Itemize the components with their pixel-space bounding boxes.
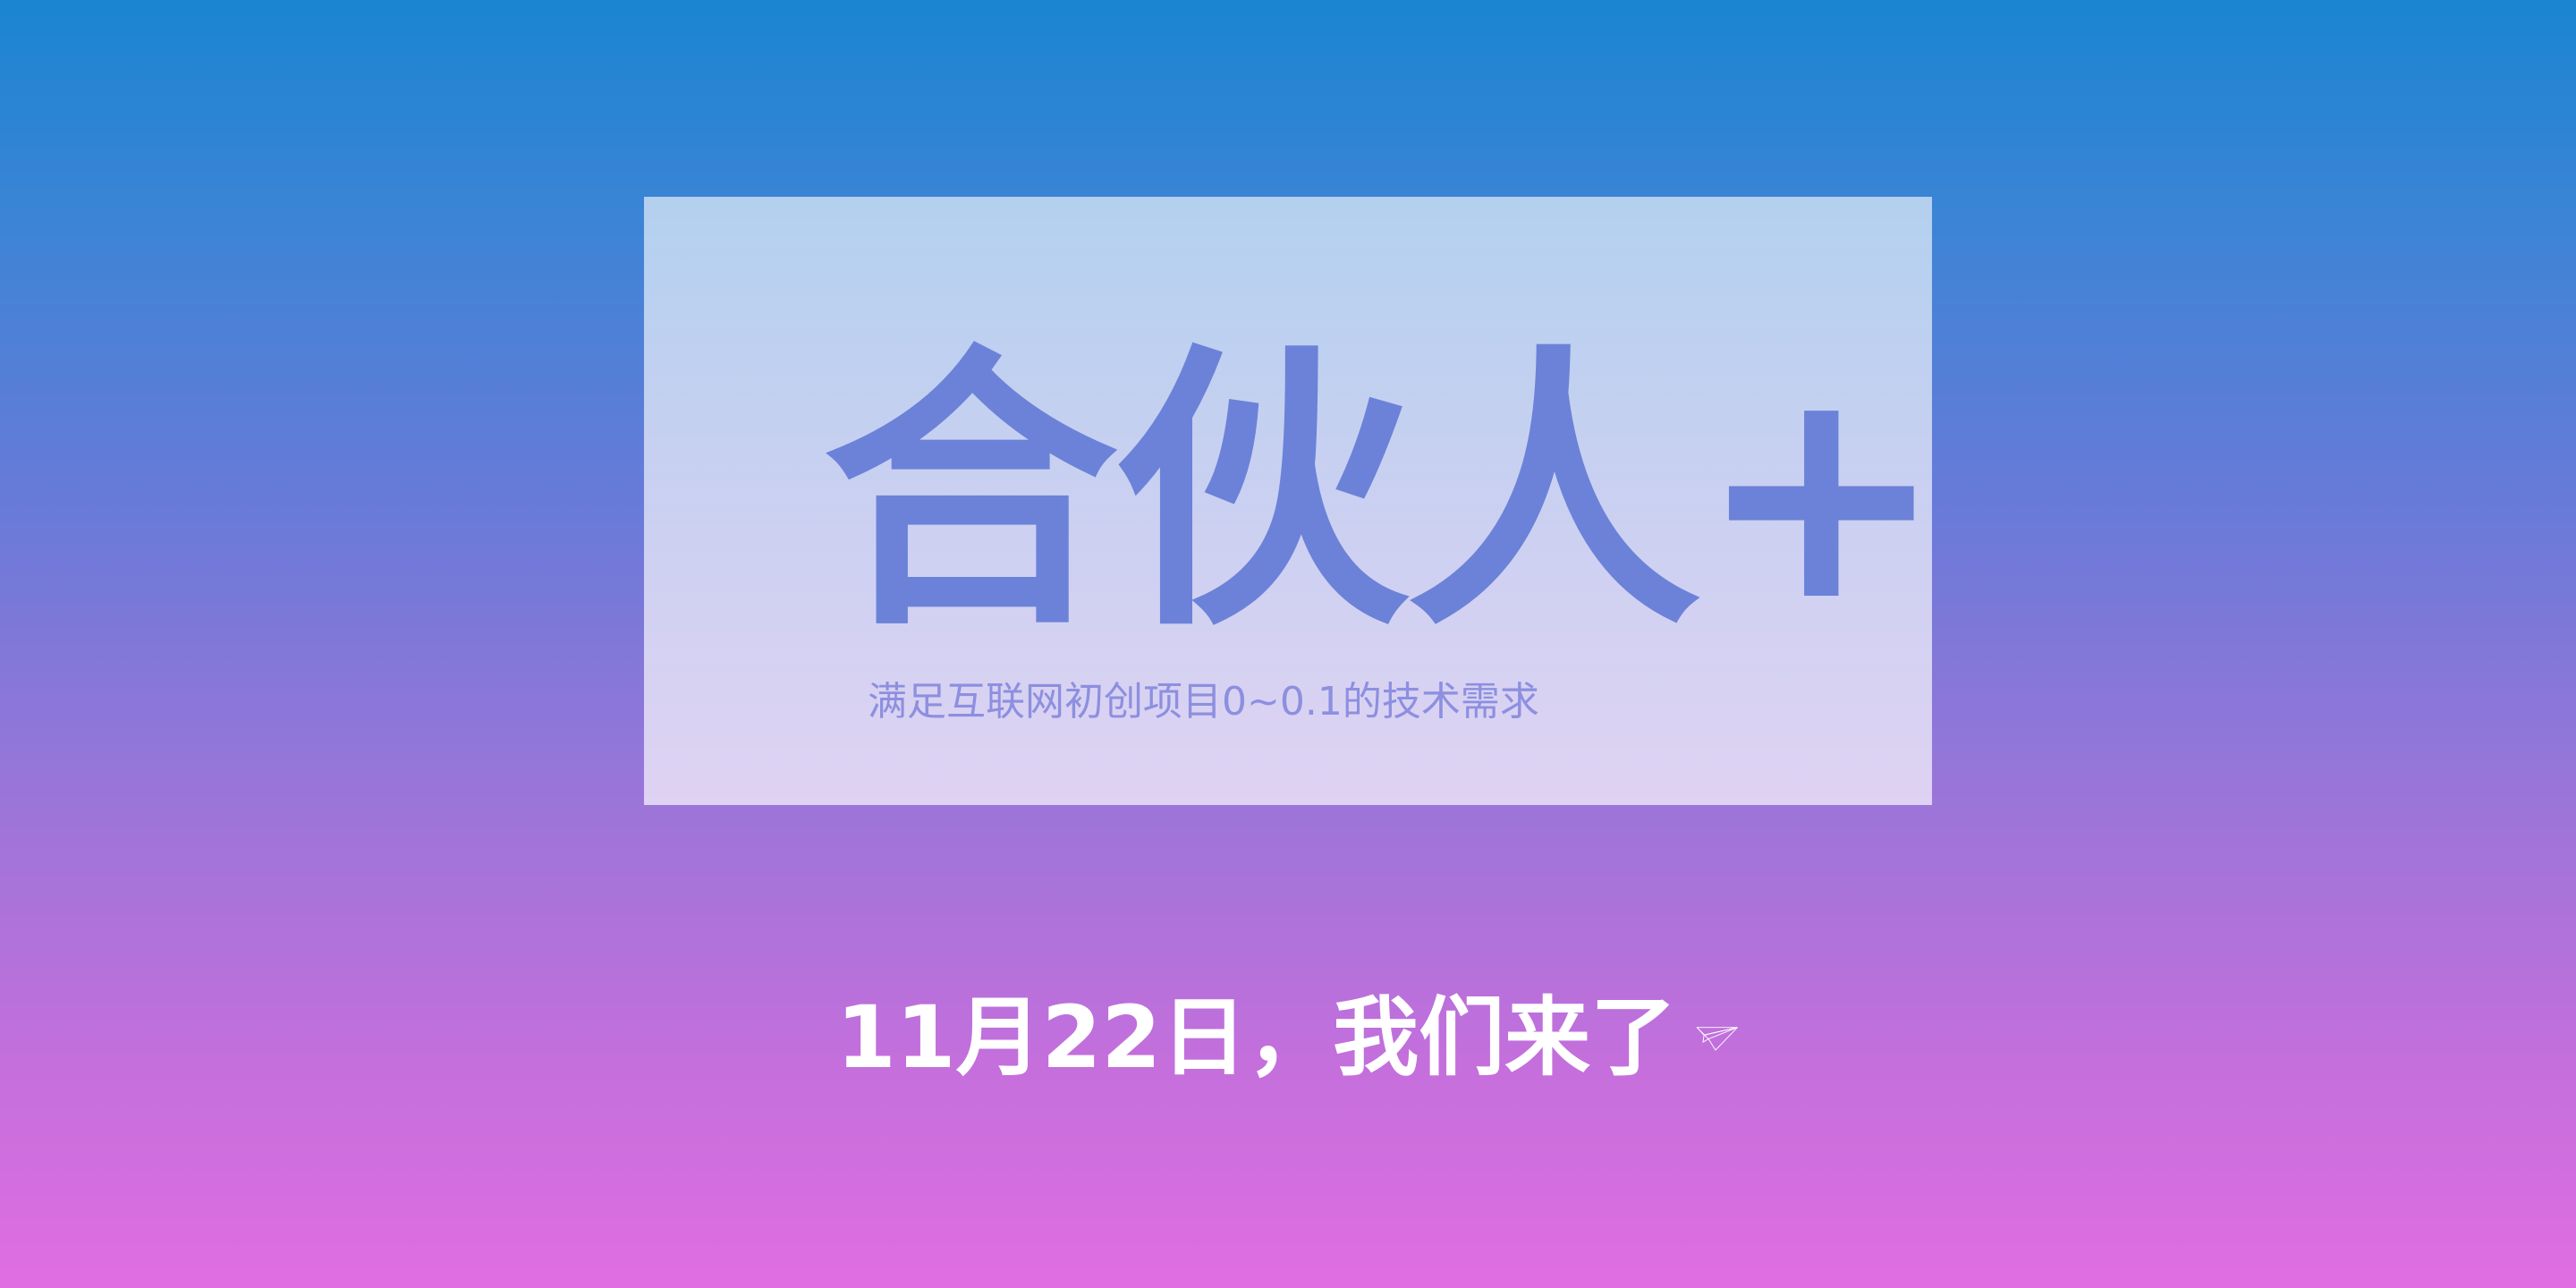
announcement: 11月22日，我们来了	[836, 984, 1740, 1091]
paper-plane-icon	[1696, 1027, 1739, 1051]
hero-card: 合伙人+ 满足互联网初创项目0~0.1的技术需求	[644, 197, 1945, 805]
announcement-text: 11月22日，我们来了	[836, 987, 1677, 1088]
brand-title: 合伙人+	[823, 322, 1945, 665]
brand-tagline: 满足互联网初创项目0~0.1的技术需求	[868, 679, 1539, 724]
